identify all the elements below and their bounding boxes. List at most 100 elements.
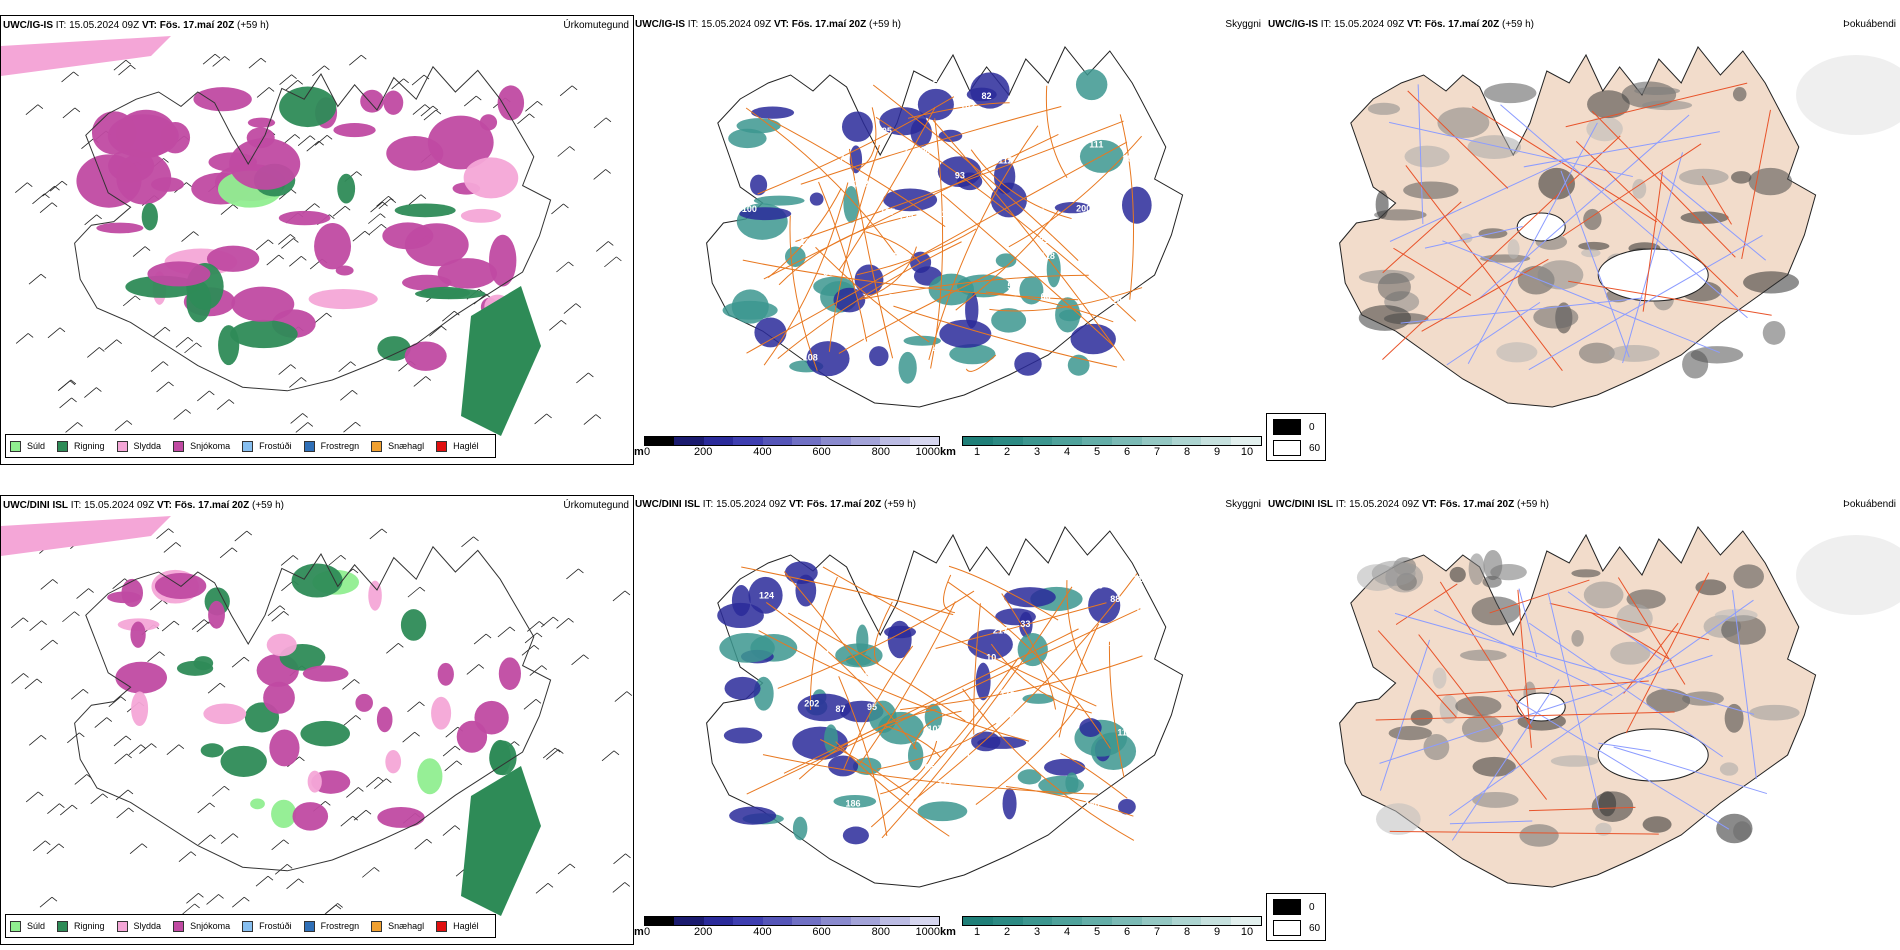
cloud-area [971, 731, 1001, 752]
ceiling-label: 124 [893, 144, 908, 154]
wind-barb [29, 620, 42, 631]
wind-barb [220, 204, 234, 215]
road-line [881, 586, 1073, 839]
colorbar-tick: 6 [1123, 926, 1131, 938]
fog-area [1748, 167, 1793, 196]
wind-barb-flag [419, 701, 425, 707]
fog-area [1468, 553, 1485, 586]
wind-barb [32, 193, 45, 205]
legend-swatch [116, 920, 128, 932]
wind-barb-flag [292, 555, 299, 560]
cloud-area [751, 106, 795, 119]
river-line [1500, 104, 1748, 319]
cloud-area [869, 346, 889, 367]
road-line [1471, 106, 1658, 223]
panel-header: UWC/IG-IS IT: 15.05.2024 09Z VT: Fös. 17… [3, 20, 269, 31]
wind-barb-flag [194, 903, 200, 909]
wind-barb [15, 182, 28, 194]
road-line [1591, 110, 1736, 258]
legend-swatch [242, 920, 254, 932]
wind-barb-flag [228, 399, 235, 404]
road-line [1066, 580, 1088, 673]
colorbar-tick: 200 [694, 446, 713, 458]
road-line [990, 643, 1092, 714]
road-line [815, 246, 930, 343]
road-line [989, 287, 1143, 312]
fog-legend-swatch [1273, 899, 1301, 915]
fog-area [1583, 208, 1602, 231]
road-line [1119, 114, 1135, 300]
precip-area [160, 121, 191, 154]
wind-barb-flag [365, 809, 372, 815]
wind-barb [413, 376, 427, 387]
road-line [1625, 572, 1710, 734]
ceiling-label: 69 [1104, 275, 1114, 285]
wind-barb-flag [40, 734, 47, 740]
wind-barb-flag [454, 745, 461, 751]
road-line [766, 602, 917, 750]
wind-barb-flag [355, 715, 361, 720]
wind-barb [113, 735, 127, 747]
precip-area [231, 286, 295, 322]
wind-barb-flag [128, 807, 134, 813]
colorbar-tick: 7 [1153, 446, 1161, 458]
river-line [1394, 612, 1755, 715]
road-line [1060, 753, 1128, 799]
wind-barb [593, 117, 607, 129]
cloud-area [785, 246, 806, 267]
wind-barb-flag [120, 696, 127, 702]
precip-area [220, 745, 267, 777]
fog-legend-label: 0 [1309, 901, 1315, 913]
wind-barb [473, 633, 487, 645]
ceiling-label: 175 [1000, 688, 1015, 698]
road-line [928, 125, 1039, 361]
colorbar-cell [674, 437, 704, 445]
fog-area [1432, 667, 1447, 689]
wind-barb [323, 904, 337, 916]
wind-barb [343, 715, 356, 726]
wind-barb-flag [51, 202, 58, 207]
river-line [1424, 225, 1523, 249]
precip-area [498, 657, 521, 690]
ceiling-bar [644, 436, 940, 446]
legend-swatch [436, 920, 448, 932]
road-line [795, 120, 1124, 242]
fog-map-row1 [1339, 46, 1900, 408]
wind-barb-flag [337, 903, 343, 908]
wind-barb [216, 399, 230, 410]
wind-barb-flag [302, 413, 308, 418]
colorbar-cell [1231, 437, 1261, 445]
ceiling-unit: m [634, 926, 644, 938]
legend-swatch [10, 440, 21, 452]
colorbar-tick: 8 [1183, 446, 1191, 458]
road-line [856, 228, 977, 276]
wind-barb-flag [27, 333, 34, 338]
fog-area [1537, 260, 1584, 290]
wind-barb [122, 295, 136, 307]
wind-barb-flag [260, 57, 267, 63]
ceiling-label: 88 [1110, 594, 1120, 604]
precip-area [383, 90, 404, 115]
river-line [1613, 746, 1768, 795]
precip-area [489, 739, 511, 775]
precip-area [386, 136, 444, 171]
wind-barb [557, 863, 571, 875]
wind-barb-flag [547, 882, 554, 888]
wind-barb [33, 840, 46, 852]
wind-barb-flag [168, 381, 174, 387]
precip-area [107, 591, 141, 604]
precip-area [437, 662, 454, 686]
wind-barb [445, 726, 458, 738]
wind-barb-flag [243, 656, 250, 662]
wind-barb-flag [355, 421, 361, 427]
ceiling-label: 103 [1088, 580, 1103, 590]
cloud-area [1003, 587, 1056, 608]
wind-barb-flag [244, 896, 250, 902]
wind-barb-flag [485, 633, 492, 639]
wind-barb-flag [578, 568, 584, 574]
wind-barb-flag [626, 691, 633, 696]
fog-area [1437, 107, 1490, 138]
colorbar-tick: 200 [694, 926, 713, 938]
precip-area [337, 173, 356, 204]
cloud-area [924, 703, 943, 731]
